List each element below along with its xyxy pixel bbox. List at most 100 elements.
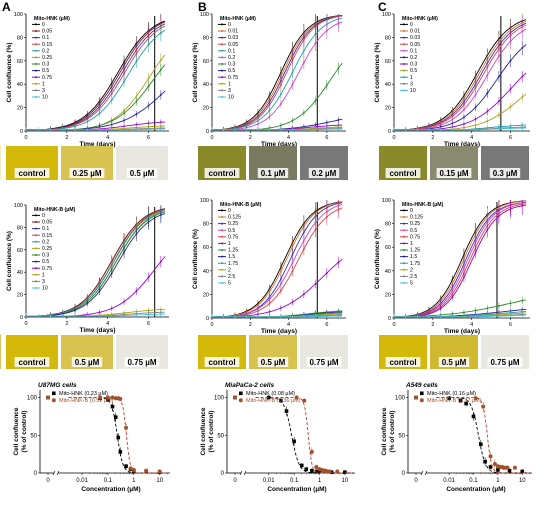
fit-curve <box>68 397 167 474</box>
x-tick-label: 0 <box>233 478 237 484</box>
y-tick-label: 0 <box>402 471 406 477</box>
y-axis-label: Cell confluence (%) <box>6 43 13 103</box>
y-axis-label: Cell confluence (%) <box>374 229 381 289</box>
y-axis-label: Cell confluence <box>381 407 388 455</box>
data-point <box>325 272 328 274</box>
series-line <box>212 128 343 131</box>
chart-title: MiaPaCa-2 cells <box>225 382 275 389</box>
legend-marker <box>403 216 405 218</box>
legend-entry: 1.75 <box>410 261 420 267</box>
micrograph-0: control <box>0 334 246 370</box>
data-point <box>509 302 512 305</box>
data-point <box>74 314 76 317</box>
series-line <box>212 258 343 318</box>
data-point <box>325 128 328 131</box>
micrograph-label: 0.1 µM <box>261 169 286 178</box>
data-point <box>116 435 121 440</box>
data-point <box>509 40 512 43</box>
y-tick-label: 80 <box>385 222 391 228</box>
legend-marker <box>403 23 405 26</box>
data-point <box>147 104 150 107</box>
legend-marker <box>221 30 223 32</box>
data-point <box>416 315 419 318</box>
x-tick-label: 1 <box>318 478 322 484</box>
data-point <box>509 59 512 62</box>
data-point <box>447 396 451 401</box>
data-point <box>488 454 493 459</box>
data-point <box>473 396 478 401</box>
legend-entry: 0.5 <box>228 68 235 74</box>
x-tick-label: 0 <box>392 322 395 328</box>
data-point <box>98 314 101 317</box>
legend-marker <box>403 56 405 59</box>
y-tick-label: 50 <box>398 433 405 439</box>
legend-entry: 0 <box>228 22 231 28</box>
legend-entry: 3 <box>410 81 413 87</box>
data-point <box>474 315 477 318</box>
data-point <box>159 128 162 130</box>
data-point <box>118 397 123 402</box>
data-point <box>159 68 162 71</box>
micrograph-0: control <box>0 334 58 370</box>
data-point <box>343 470 347 475</box>
x-axis-label: Time (days) <box>261 141 297 148</box>
data-point <box>428 315 430 318</box>
data-point <box>325 29 328 32</box>
data-point <box>521 75 524 78</box>
data-point <box>337 128 340 130</box>
legend-entry: 0.3 <box>228 62 235 68</box>
data-point <box>507 468 512 473</box>
legend-entry: 0.75 <box>42 75 52 81</box>
data-point <box>49 314 52 317</box>
data-point <box>291 119 294 122</box>
data-point <box>393 315 395 318</box>
data-point <box>147 128 150 131</box>
micrograph-label-bg <box>306 357 342 367</box>
legend-marker <box>403 262 405 265</box>
data-point <box>147 43 150 46</box>
data-point <box>123 314 125 317</box>
x-tick-label: 10 <box>519 478 526 484</box>
micrograph-label: 0.75 µM <box>309 358 338 367</box>
legend-entry: 1.25 <box>228 248 238 254</box>
data-point <box>486 110 489 113</box>
micrograph-texture <box>0 166 1 169</box>
data-point <box>159 32 162 34</box>
y-tick-label: 60 <box>17 248 23 254</box>
data-point <box>310 468 314 473</box>
legend-marker <box>403 30 405 32</box>
data-point <box>486 120 489 122</box>
data-point <box>266 395 271 400</box>
data-point <box>135 52 138 55</box>
legend-marker <box>403 275 405 278</box>
x-tick-label: 4 <box>287 322 290 328</box>
micrograph-label: control <box>18 358 45 367</box>
y-axis-label: Cell confluence (%) <box>192 229 199 289</box>
x-tick-label: 4 <box>470 135 473 141</box>
micrograph-texture <box>0 360 1 362</box>
y-axis-label: (% of control) <box>389 411 396 453</box>
legend-marker <box>35 89 37 92</box>
y-tick-label: 100 <box>395 396 406 402</box>
legend-marker <box>221 69 223 72</box>
data-point <box>147 85 150 88</box>
data-point <box>463 311 465 314</box>
data-point <box>439 307 442 310</box>
data-point <box>280 315 282 318</box>
data-point <box>474 86 477 89</box>
x-axis-label: Concentration (µM) <box>267 486 326 493</box>
series-mito-hnk <box>233 395 352 475</box>
data-point <box>25 314 27 317</box>
data-point <box>257 313 259 316</box>
data-point <box>474 106 477 109</box>
data-point <box>245 315 248 318</box>
series-10 <box>25 311 165 317</box>
legend-entry: Mito-HNK-B (0.52 µM) <box>59 398 114 404</box>
data-point <box>37 314 40 317</box>
data-point <box>86 314 89 317</box>
x-tick-label: 1 <box>132 478 136 484</box>
legend-entry: 0.25 <box>410 221 420 227</box>
data-point <box>147 220 150 223</box>
micrograph-texture <box>0 152 1 154</box>
series-line <box>394 314 527 318</box>
